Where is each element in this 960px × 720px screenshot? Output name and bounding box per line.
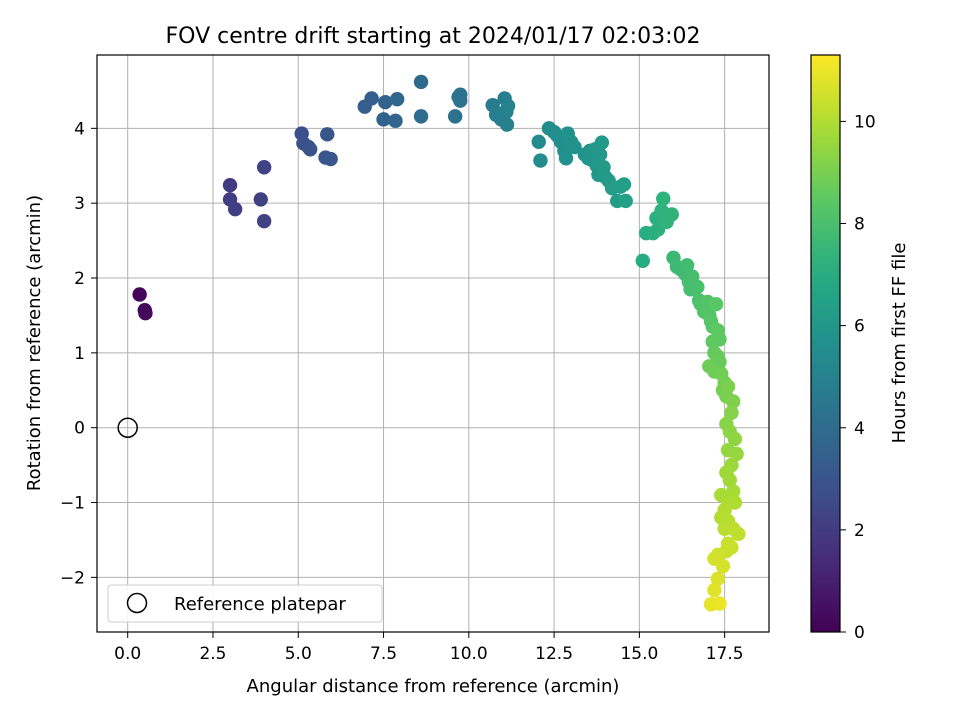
colorbar-tick-label: 4	[854, 419, 865, 439]
data-point	[558, 151, 574, 166]
data-point	[727, 431, 743, 447]
grid	[97, 55, 769, 632]
data-point	[727, 495, 743, 510]
x-axis-ticks: 0.0 2.5 5.0 7.5 10.0 12.5 15.0 17.5	[114, 632, 744, 664]
data-point	[712, 596, 727, 611]
data-point	[376, 112, 391, 127]
data-point	[323, 151, 338, 167]
data-point	[690, 279, 705, 295]
data-point	[710, 571, 726, 587]
y-tick-label: 4	[74, 119, 85, 139]
data-point	[592, 147, 608, 162]
data-point	[256, 160, 272, 175]
legend-box	[107, 584, 383, 623]
data-point	[364, 91, 379, 106]
data-point	[725, 484, 741, 499]
x-tick-label: 7.5	[370, 644, 397, 664]
data-point	[320, 127, 335, 142]
data-point	[635, 253, 650, 269]
data-point	[618, 193, 633, 209]
legend: Reference platepar	[107, 584, 383, 623]
colorbar-ticks: 0 2 4 6 8 10	[840, 112, 876, 643]
data-point	[722, 472, 737, 488]
y-tick-label: 0	[74, 419, 85, 439]
data-point	[664, 207, 679, 222]
data-point	[132, 287, 147, 302]
data-point	[499, 117, 515, 132]
x-tick-label: 12.5	[535, 644, 573, 664]
plot-frame	[96, 54, 770, 633]
data-point	[705, 334, 720, 349]
x-tick-label: 10.0	[450, 644, 488, 664]
colorbar-tick-label: 2	[854, 521, 865, 541]
data-point	[388, 113, 403, 129]
data-point	[227, 201, 243, 217]
data-point	[138, 305, 153, 321]
colorbar-tick-label: 6	[854, 317, 865, 337]
y-tick-label: 2	[74, 269, 85, 289]
x-axis-label: Angular distance from reference (arcmin)	[247, 676, 620, 697]
legend-marker	[126, 592, 148, 614]
data-point	[256, 213, 272, 229]
colorbar-tick-label: 0	[854, 623, 865, 643]
colorbar-tick-label: 10	[854, 112, 876, 132]
plot-area	[97, 55, 769, 632]
data-point	[708, 297, 724, 312]
data-point	[729, 446, 744, 462]
data-point	[222, 178, 238, 193]
colorbar	[810, 54, 841, 633]
scatter-points	[132, 74, 746, 612]
y-tick-label: 1	[74, 344, 85, 364]
data-point	[679, 258, 695, 273]
x-tick-label: 5.0	[285, 644, 312, 664]
data-point	[720, 379, 736, 394]
y-axis-ticks: −2 −1 0 1 2 3 4	[60, 119, 97, 588]
data-point	[389, 91, 405, 107]
data-point	[616, 177, 632, 192]
y-axis-label: Rotation from reference (arcmin)	[24, 195, 45, 491]
data-point	[707, 582, 722, 598]
data-point	[302, 142, 318, 157]
data-point	[724, 405, 739, 420]
x-tick-label: 15.0	[620, 644, 658, 664]
colorbar-label: Hours from first FF file	[889, 243, 910, 444]
data-point	[731, 526, 746, 542]
data-point	[447, 109, 463, 124]
data-point	[413, 109, 429, 124]
y-tick-label: 3	[74, 194, 85, 214]
y-tick-label: −2	[60, 568, 85, 588]
data-point	[413, 74, 429, 90]
x-tick-label: 17.5	[706, 644, 744, 664]
data-point	[378, 94, 393, 110]
data-point	[495, 106, 511, 121]
x-tick-label: 0.0	[114, 644, 141, 664]
x-tick-label: 2.5	[199, 644, 226, 664]
legend-label: Reference platepar	[174, 594, 346, 615]
data-point	[453, 87, 468, 102]
data-point	[715, 558, 731, 574]
data-point	[725, 394, 741, 409]
reference-marker	[117, 417, 138, 438]
chart-title: FOV centre drift starting at 2024/01/17 …	[166, 24, 701, 49]
data-point	[567, 139, 582, 155]
y-tick-label: −1	[60, 494, 85, 514]
data-point	[594, 135, 610, 150]
data-point	[656, 191, 671, 206]
data-point	[253, 192, 268, 207]
colorbar-tick-label: 8	[854, 215, 865, 235]
data-point	[531, 134, 546, 150]
data-point	[533, 153, 548, 168]
